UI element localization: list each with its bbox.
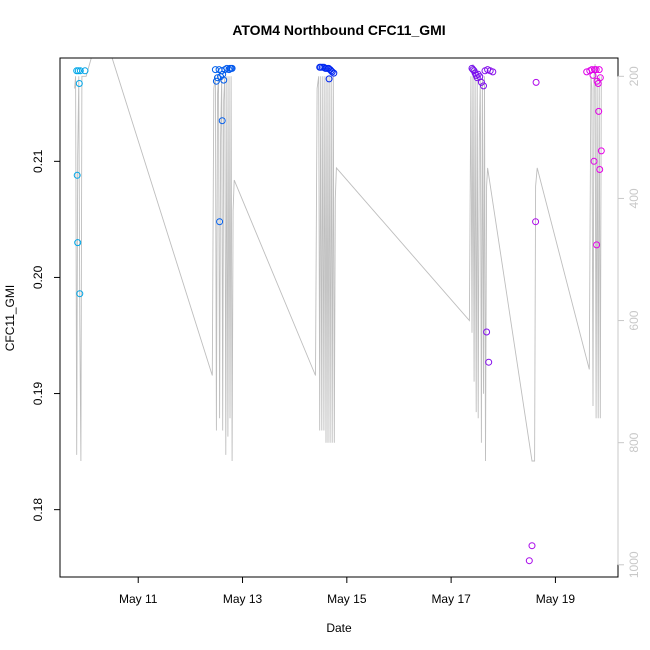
right-tick-label: 200 bbox=[627, 66, 641, 86]
data-point bbox=[330, 69, 338, 77]
x-tick-label: May 17 bbox=[431, 592, 471, 606]
right-tick-label: 800 bbox=[627, 432, 641, 452]
data-point bbox=[596, 74, 604, 82]
plot-area: May 11 May 13 May 15 May 17 May 19 0.18 0.19 0.… bbox=[31, 57, 641, 606]
data-point bbox=[592, 66, 600, 74]
x-tick-label: May 19 bbox=[536, 592, 576, 606]
data-point bbox=[228, 64, 236, 72]
y-tick-label: 0.18 bbox=[31, 498, 45, 522]
y-axis-label: CFC11_GMI bbox=[3, 285, 17, 351]
right-tick-label: 400 bbox=[627, 188, 641, 208]
data-point bbox=[597, 147, 605, 155]
data-point bbox=[477, 78, 485, 86]
x-tick-label: May 15 bbox=[327, 592, 367, 606]
data-point bbox=[216, 218, 224, 226]
right-tick-label: 1000 bbox=[627, 551, 641, 578]
right-tick-label: 600 bbox=[627, 310, 641, 330]
data-point bbox=[480, 82, 487, 90]
data-point bbox=[469, 66, 477, 74]
x-axis-label: Date bbox=[326, 621, 352, 635]
data-point bbox=[590, 157, 598, 165]
data-point bbox=[74, 67, 82, 75]
data-point bbox=[326, 66, 334, 74]
pressure-trace-line bbox=[74, 57, 602, 462]
data-point bbox=[74, 239, 82, 247]
chart-title: ATOM4 Northbound CFC11_GMI bbox=[232, 22, 445, 38]
data-point bbox=[81, 67, 89, 75]
data-point bbox=[320, 63, 328, 71]
data-point bbox=[212, 77, 220, 85]
data-point bbox=[595, 107, 603, 115]
data-point bbox=[75, 80, 83, 87]
data-point bbox=[596, 166, 604, 173]
data-point bbox=[528, 542, 536, 550]
y-tick-label: 0.19 bbox=[31, 382, 45, 406]
plot-frame bbox=[59, 57, 619, 578]
data-point bbox=[220, 76, 228, 84]
data-point bbox=[532, 218, 540, 226]
data-point bbox=[76, 67, 84, 75]
data-point bbox=[73, 171, 81, 179]
data-point bbox=[595, 66, 603, 74]
data-point bbox=[76, 290, 84, 298]
data-point bbox=[483, 328, 491, 336]
data-point bbox=[532, 78, 540, 86]
data-point bbox=[525, 557, 533, 565]
y-tick-label: 0.20 bbox=[31, 265, 45, 289]
x-tick-label: May 11 bbox=[119, 592, 158, 606]
data-point bbox=[593, 241, 601, 249]
x-tick-label: May 13 bbox=[223, 592, 263, 606]
data-point bbox=[325, 75, 333, 83]
data-point bbox=[328, 68, 336, 76]
data-point bbox=[489, 68, 497, 76]
data-point bbox=[214, 74, 221, 82]
data-point bbox=[485, 358, 493, 366]
data-point bbox=[218, 117, 226, 125]
y-tick-label: 0.21 bbox=[31, 149, 45, 173]
data-point bbox=[211, 66, 219, 74]
